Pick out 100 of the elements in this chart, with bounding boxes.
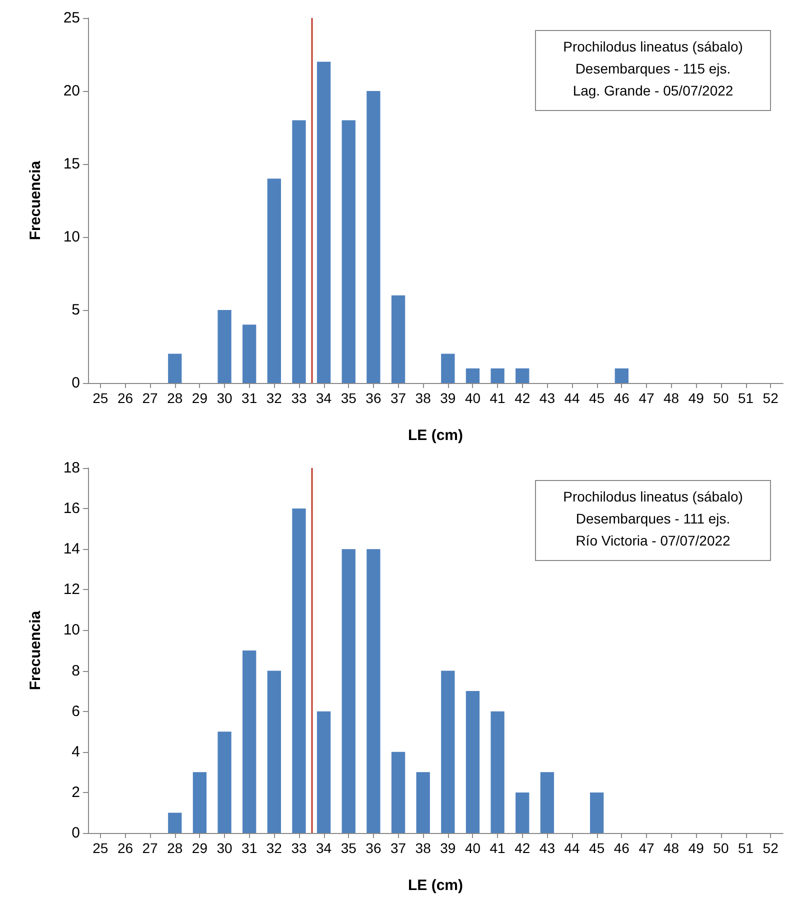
x-tick-label: 48 xyxy=(664,390,680,406)
x-tick-label: 51 xyxy=(738,840,754,856)
x-tick-label: 29 xyxy=(192,840,208,856)
x-tick-label: 45 xyxy=(589,390,605,406)
x-tick-label: 47 xyxy=(638,390,654,406)
x-tick-label: 43 xyxy=(539,840,556,856)
bar xyxy=(192,772,207,833)
y-tick-label: 14 xyxy=(63,540,80,558)
annotation: Río Victoria - 07/07/2022 xyxy=(576,532,731,548)
x-tick-label: 32 xyxy=(266,840,282,856)
x-tick-label: 29 xyxy=(192,390,208,406)
x-tick-label: 33 xyxy=(291,840,307,856)
x-axis-title: LE (cm) xyxy=(408,877,464,894)
x-tick-label: 26 xyxy=(117,840,134,856)
x-tick-label: 45 xyxy=(589,840,605,856)
x-axis-title: LE (cm) xyxy=(408,427,464,444)
bar xyxy=(466,368,480,383)
y-tick-label: 25 xyxy=(63,10,80,26)
x-tick-label: 28 xyxy=(167,390,183,406)
x-tick-label: 31 xyxy=(242,840,258,856)
x-tick-label: 50 xyxy=(713,390,729,406)
x-tick-label: 46 xyxy=(614,390,630,406)
annotation: Desembarques - 115 ejs. xyxy=(575,60,731,76)
x-tick-label: 48 xyxy=(664,840,680,856)
y-tick-label: 6 xyxy=(72,702,80,720)
bar xyxy=(267,670,281,833)
x-tick-label: 27 xyxy=(142,390,158,406)
x-tick-label: 42 xyxy=(514,840,530,856)
x-tick-label: 39 xyxy=(440,840,456,856)
x-tick-label: 30 xyxy=(216,390,233,406)
x-tick-label: 30 xyxy=(216,840,233,856)
y-tick-label: 15 xyxy=(63,156,80,172)
x-tick-label: 46 xyxy=(614,840,630,856)
bar xyxy=(391,752,406,833)
y-tick-label: 10 xyxy=(63,622,80,639)
annotation: Desembarques - 111 ejs. xyxy=(576,510,730,526)
x-tick-label: 25 xyxy=(92,390,108,406)
x-tick-label: 34 xyxy=(316,390,332,406)
bar xyxy=(242,650,256,833)
bar xyxy=(516,368,530,383)
x-tick-label: 33 xyxy=(291,390,307,406)
y-tick-label: 2 xyxy=(72,784,80,801)
bar xyxy=(342,549,356,833)
x-tick-label: 41 xyxy=(490,390,506,406)
bar xyxy=(242,324,256,383)
x-tick-label: 51 xyxy=(738,390,754,406)
x-tick-label: 31 xyxy=(242,390,258,406)
x-tick-label: 49 xyxy=(688,840,704,856)
bar xyxy=(168,354,182,383)
x-tick-label: 37 xyxy=(390,840,406,856)
bar xyxy=(292,120,306,383)
bar xyxy=(540,772,554,833)
y-tick-label: 12 xyxy=(63,581,80,598)
bar xyxy=(466,691,480,833)
x-tick-label: 34 xyxy=(316,840,332,856)
x-tick-label: 38 xyxy=(415,840,432,856)
y-tick-label: 4 xyxy=(72,743,80,760)
x-tick-label: 36 xyxy=(366,390,382,406)
x-tick-label: 40 xyxy=(464,390,481,406)
y-tick-label: 8 xyxy=(72,662,80,680)
y-tick-label: 16 xyxy=(63,500,80,518)
y-tick-label: 10 xyxy=(63,228,80,246)
x-tick-label: 44 xyxy=(564,390,580,406)
bar xyxy=(218,732,232,833)
x-tick-label: 27 xyxy=(142,840,158,856)
annotation: Lag. Grande - 05/07/2022 xyxy=(572,82,734,98)
bar xyxy=(490,368,504,383)
x-tick-label: 47 xyxy=(638,840,654,856)
bar xyxy=(366,91,380,383)
x-tick-label: 39 xyxy=(440,390,456,406)
x-tick-label: 37 xyxy=(390,390,406,406)
x-tick-label: 52 xyxy=(762,390,779,406)
bar xyxy=(516,792,530,833)
y-tick-label: 0 xyxy=(72,824,80,842)
x-tick-label: 26 xyxy=(117,390,134,406)
x-tick-label: 49 xyxy=(688,390,704,406)
x-tick-label: 41 xyxy=(490,840,506,856)
x-tick-label: 36 xyxy=(366,840,382,856)
y-tick-label: 5 xyxy=(72,302,80,318)
x-tick-label: 43 xyxy=(539,390,556,406)
annotation: Prochilodus lineatus (sábalo) xyxy=(563,488,743,504)
y-axis-title: Frecuencia xyxy=(27,610,44,690)
y-axis-title: Frecuencia xyxy=(27,160,44,240)
bar xyxy=(267,178,281,383)
bar xyxy=(316,62,331,383)
x-tick-label: 40 xyxy=(464,840,481,856)
bar xyxy=(441,354,455,383)
bar xyxy=(416,772,430,833)
x-tick-label: 32 xyxy=(266,390,282,406)
x-tick-label: 28 xyxy=(167,840,183,856)
y-tick-label: 20 xyxy=(63,82,80,100)
bar xyxy=(292,508,306,833)
y-tick-label: 18 xyxy=(63,460,80,476)
x-tick-label: 42 xyxy=(514,390,530,406)
annotation: Prochilodus lineatus (sábalo) xyxy=(563,38,743,54)
bar xyxy=(366,549,380,833)
bar xyxy=(490,711,504,833)
x-tick-label: 35 xyxy=(340,390,357,406)
x-tick-label: 25 xyxy=(92,840,108,856)
bar xyxy=(614,368,628,383)
